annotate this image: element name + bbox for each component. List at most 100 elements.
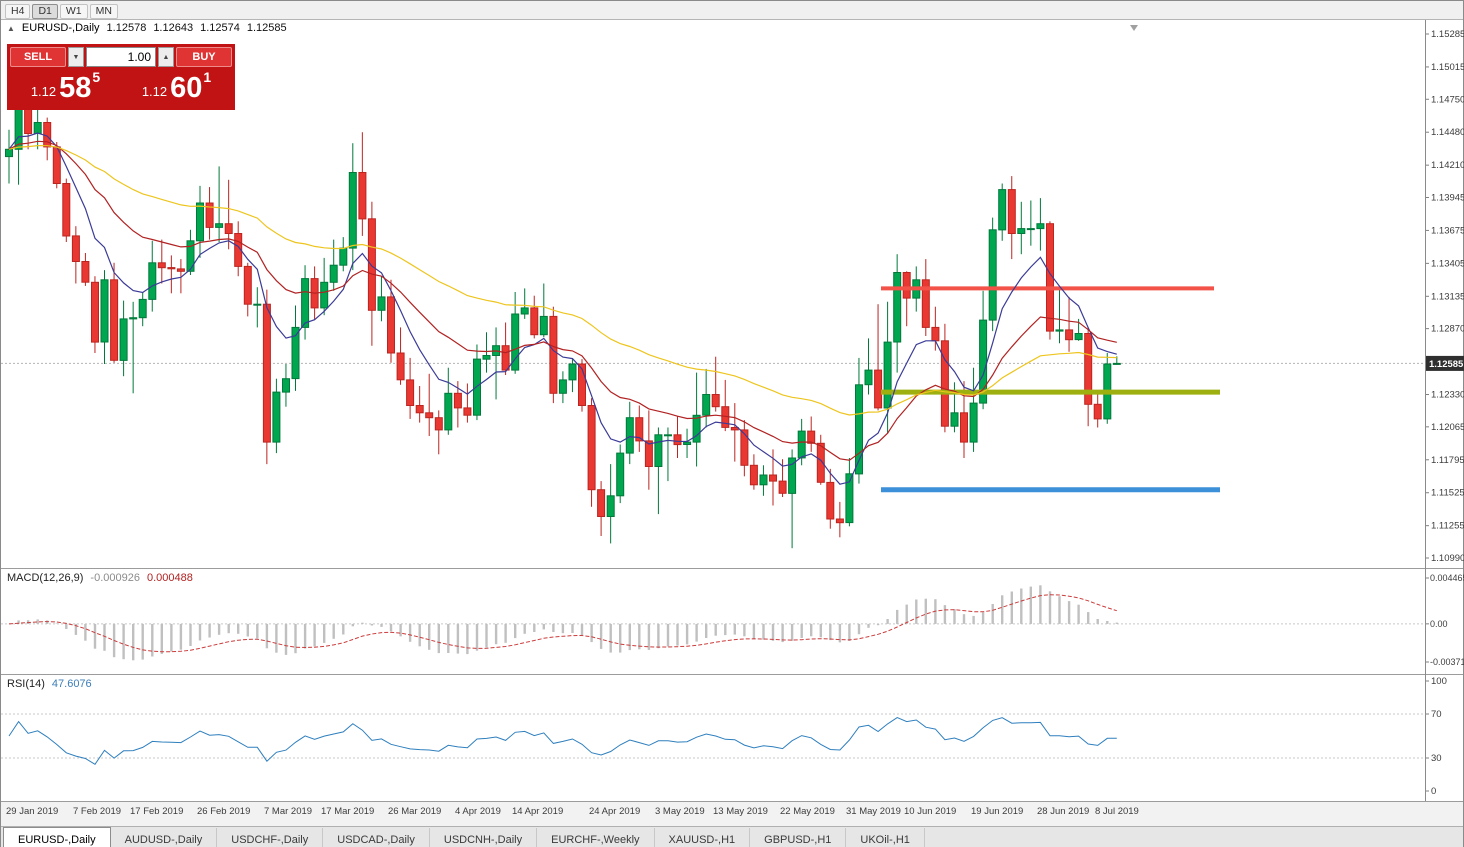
- svg-text:30: 30: [1431, 753, 1442, 764]
- rsi-line: [8, 717, 1117, 765]
- svg-text:1.14480: 1.14480: [1431, 127, 1464, 138]
- svg-text:1.13945: 1.13945: [1431, 192, 1464, 203]
- tab-usdcnh-daily[interactable]: USDCNH-,Daily: [430, 828, 538, 847]
- date-label: 26 Feb 2019: [197, 806, 251, 817]
- svg-text:1.13135: 1.13135: [1431, 291, 1464, 302]
- timeframe-button-h4[interactable]: H4: [5, 3, 31, 19]
- date-label: 7 Mar 2019: [264, 806, 313, 817]
- tab-eurusd-daily[interactable]: EURUSD-,Daily: [3, 827, 111, 847]
- buy-price[interactable]: 1.12 60 1: [121, 67, 232, 105]
- buy-button[interactable]: BUY: [176, 47, 232, 67]
- rsi-value: 47.6076: [51, 678, 92, 690]
- chart-tab-bar: EURUSD-,Daily AUDUSD-,Daily USDCHF-,Daily U…: [1, 826, 1463, 847]
- date-label: 10 Jun 2019: [904, 806, 957, 817]
- rsi-pane[interactable]: 100 70 30 0: [1, 675, 1464, 801]
- svg-text:1.13405: 1.13405: [1431, 258, 1464, 269]
- candles: [5, 66, 1121, 549]
- volume-down-icon[interactable]: ▼: [68, 47, 84, 67]
- tab-usdcad-daily[interactable]: USDCAD-,Daily: [323, 828, 430, 847]
- quote-header: ▲ EURUSD-,Daily 1.12578 1.12643 1.12574 …: [7, 22, 287, 34]
- quote-low: 1.12574: [200, 22, 240, 34]
- macd-name: MACD(12,26,9): [7, 572, 84, 584]
- date-label: 22 May 2019: [780, 806, 835, 817]
- timeframe-button-w1[interactable]: W1: [59, 3, 88, 19]
- tab-ukoil-h1[interactable]: UKOil-,H1: [846, 828, 925, 847]
- macd-signal-value: 0.000488: [146, 572, 193, 584]
- tab-usdchf-daily[interactable]: USDCHF-,Daily: [217, 828, 324, 847]
- svg-text:-0.0037150: -0.0037150: [1430, 657, 1464, 667]
- timeframe-buttons: H4 D1 W1 MN: [5, 1, 120, 19]
- macd-pane[interactable]: 0.004465 0.00 -0.0037150: [1, 569, 1464, 674]
- buy-price-big: 60: [170, 72, 203, 104]
- volume-input[interactable]: [86, 47, 156, 67]
- chart-shift-marker[interactable]: [1130, 25, 1138, 31]
- svg-text:1.12065: 1.12065: [1431, 422, 1464, 433]
- macd-signal-line: [8, 594, 1117, 653]
- svg-text:1.11795: 1.11795: [1431, 455, 1464, 466]
- sell-button[interactable]: SELL: [10, 47, 66, 67]
- sell-price-pip: 5: [92, 69, 101, 85]
- tab-gbpusd-h1[interactable]: GBPUSD-,H1: [750, 828, 847, 847]
- trade-controls-row: SELL ▼ ▲ BUY: [10, 47, 232, 67]
- date-label: 17 Feb 2019: [130, 806, 184, 817]
- svg-text:1.14750: 1.14750: [1431, 94, 1464, 105]
- date-label: 8 Jul 2019: [1095, 806, 1139, 817]
- ma-50-line: [8, 144, 1117, 416]
- quote-open: 1.12578: [106, 22, 147, 34]
- buy-price-prefix: 1.12: [141, 84, 168, 99]
- price-axis[interactable]: 1.15285 1.15015 1.14750 1.14480 1.14210 1.139…: [1425, 29, 1464, 564]
- timeframe-button-mn[interactable]: MN: [89, 3, 118, 19]
- date-label: 28 Jun 2019: [1037, 806, 1090, 817]
- date-label: 13 May 2019: [713, 806, 768, 817]
- sell-price[interactable]: 1.12 58 5: [10, 67, 121, 105]
- date-label: 4 Apr 2019: [455, 806, 501, 817]
- collapse-icon[interactable]: ▲: [7, 23, 15, 33]
- ma-21-line: [8, 140, 1117, 461]
- svg-text:1.15015: 1.15015: [1431, 62, 1464, 73]
- tab-audusd-daily[interactable]: AUDUSD-,Daily: [111, 828, 218, 847]
- svg-text:1.13675: 1.13675: [1431, 225, 1464, 236]
- volume-up-icon[interactable]: ▲: [158, 47, 174, 67]
- timeframe-button-d1[interactable]: D1: [32, 3, 58, 19]
- one-click-trading-panel: SELL ▼ ▲ BUY 1.12 58 5 1.12 60 1: [7, 44, 235, 110]
- svg-text:1.12585: 1.12585: [1429, 359, 1464, 370]
- tab-xauusd-h1[interactable]: XAUUSD-,H1: [655, 828, 751, 847]
- date-label: 19 Jun 2019: [971, 806, 1024, 817]
- svg-text:1.15285: 1.15285: [1431, 29, 1464, 40]
- svg-text:0: 0: [1431, 786, 1436, 797]
- price-chart-pane[interactable]: 1.15285 1.15015 1.14750 1.14480 1.14210 1.139…: [1, 20, 1464, 568]
- svg-text:0.00: 0.00: [1430, 619, 1448, 629]
- svg-text:1.14210: 1.14210: [1431, 160, 1464, 171]
- date-label: 31 May 2019: [846, 806, 901, 817]
- date-label: 3 May 2019: [655, 806, 705, 817]
- ma-8-line: [8, 132, 1117, 485]
- macd-histogram: [17, 585, 1119, 661]
- sell-price-big: 58: [59, 72, 92, 104]
- macd-main-value: -0.000926: [90, 572, 140, 584]
- svg-text:70: 70: [1431, 709, 1442, 720]
- rsi-name: RSI(14): [7, 678, 45, 690]
- rsi-label: RSI(14) 47.6076: [7, 678, 92, 690]
- quote-high: 1.12643: [153, 22, 194, 34]
- current-price-badge: [1425, 355, 1464, 371]
- date-label: 7 Feb 2019: [73, 806, 122, 817]
- svg-text:1.12330: 1.12330: [1431, 390, 1464, 401]
- buy-price-pip: 1: [203, 69, 212, 85]
- macd-label: MACD(12,26,9) -0.000926 0.000488: [7, 572, 193, 584]
- panel-separator[interactable]: [1, 568, 1463, 569]
- svg-text:0.004465: 0.004465: [1430, 573, 1464, 583]
- date-label: 29 Jan 2019: [6, 806, 59, 817]
- trade-prices-row: 1.12 58 5 1.12 60 1: [10, 67, 232, 105]
- svg-text:100: 100: [1431, 676, 1447, 687]
- time-axis[interactable]: 29 Jan 2019 7 Feb 2019 17 Feb 2019 26 Feb 2…: [1, 801, 1463, 826]
- sell-price-prefix: 1.12: [30, 84, 57, 99]
- panel-separator[interactable]: [1, 674, 1463, 675]
- tab-eurchf-weekly[interactable]: EURCHF-,Weekly: [537, 828, 655, 847]
- svg-text:1.11525: 1.11525: [1431, 488, 1464, 499]
- date-label: 26 Mar 2019: [388, 806, 442, 817]
- quote-close: 1.12585: [246, 22, 287, 34]
- svg-text:1.10990: 1.10990: [1431, 553, 1464, 564]
- price-axis-border: [1425, 20, 1426, 801]
- date-label: 24 Apr 2019: [589, 806, 641, 817]
